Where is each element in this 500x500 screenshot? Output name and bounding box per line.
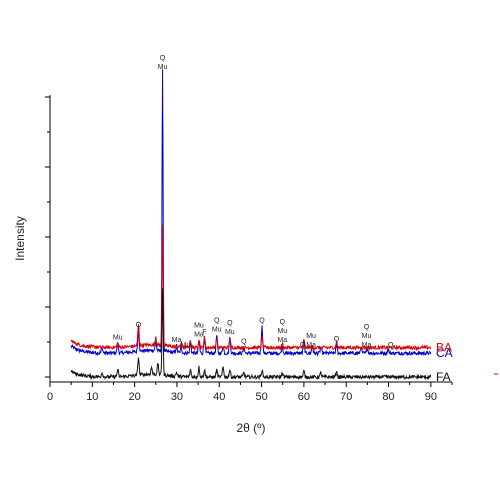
peak-label: Ma: [306, 342, 316, 349]
trace-ba: [70, 224, 432, 352]
x-tick-label: 60: [298, 391, 310, 403]
trace-fa: [70, 288, 432, 381]
peak-label: Mu: [194, 323, 204, 330]
peak-label: Ma: [277, 337, 287, 344]
peak-label: Ma: [172, 337, 182, 344]
peak-label: Mu: [113, 334, 123, 341]
traces: [70, 69, 432, 381]
peak-label: Ma: [194, 332, 204, 339]
peak-label: Q: [388, 342, 394, 349]
peak-label: Q: [280, 319, 286, 326]
x-tick-label: 0: [47, 391, 53, 403]
x-tick-label: 40: [213, 391, 225, 403]
series-label-ba: BA: [436, 341, 452, 355]
peak-label: Q: [136, 322, 142, 329]
x-axis-title: 2θ (º): [236, 421, 265, 435]
x-tick-label: 30: [171, 391, 183, 403]
peak-label: Mu: [277, 328, 287, 335]
peak-label: F: [202, 329, 206, 336]
peak-label: Mu: [306, 333, 316, 340]
series-label-fa: FA: [436, 370, 451, 384]
peak-label: Q: [364, 324, 370, 331]
peak-label: Mu: [225, 329, 235, 336]
peak-label: Q: [300, 342, 306, 349]
peak-label: Q: [241, 339, 247, 346]
peak-label: Q: [227, 320, 233, 327]
series-label-ca: CA: [436, 346, 453, 360]
peak-label: Ma: [362, 342, 372, 349]
peak-label: Q: [259, 318, 265, 325]
peak-label: Q: [214, 318, 220, 325]
y-axis-title: Intensity: [13, 216, 27, 261]
trace-ca: [70, 69, 432, 357]
x-tick-label: 90: [425, 391, 437, 403]
x-tick-label: 10: [86, 391, 98, 403]
peak-label: Mu: [158, 64, 168, 71]
peak-label: Q: [160, 55, 166, 62]
peak-label: Mu: [362, 333, 372, 340]
peak-label: Q: [334, 336, 340, 343]
x-tick-label: 70: [340, 391, 352, 403]
x-tick-label: 50: [255, 391, 267, 403]
axes: 0 10 20 30 40 50 60 70 80 90: [45, 95, 453, 403]
x-tick-label: 80: [382, 391, 394, 403]
peak-label: Mu: [181, 342, 191, 349]
x-tick-label: 20: [129, 391, 141, 403]
peak-label: Mu: [212, 327, 222, 334]
